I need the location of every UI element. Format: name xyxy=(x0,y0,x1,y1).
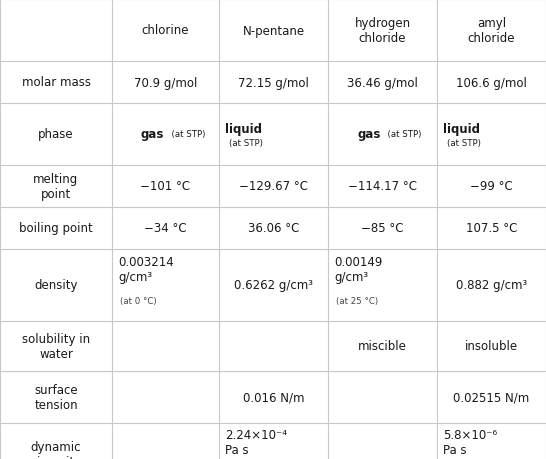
Text: 2.24×10⁻⁴
Pa s: 2.24×10⁻⁴ Pa s xyxy=(225,428,287,456)
Text: N-pentane: N-pentane xyxy=(242,24,305,38)
Text: 106.6 g/mol: 106.6 g/mol xyxy=(456,76,527,90)
Text: 0.882 g/cm³: 0.882 g/cm³ xyxy=(456,279,527,292)
Text: boiling point: boiling point xyxy=(19,222,93,235)
Text: 36.46 g/mol: 36.46 g/mol xyxy=(347,76,418,90)
Text: −101 °C: −101 °C xyxy=(140,180,191,193)
Text: (at STP): (at STP) xyxy=(383,130,422,139)
Text: 36.06 °C: 36.06 °C xyxy=(248,222,299,235)
Text: 72.15 g/mol: 72.15 g/mol xyxy=(238,76,309,90)
Text: 70.9 g/mol: 70.9 g/mol xyxy=(134,76,197,90)
Text: 0.6262 g/cm³: 0.6262 g/cm³ xyxy=(234,279,313,292)
Text: amyl
chloride: amyl chloride xyxy=(468,17,515,45)
Text: molar mass: molar mass xyxy=(21,76,91,90)
Text: −99 °C: −99 °C xyxy=(470,180,513,193)
Text: 5.8×10⁻⁶
Pa s: 5.8×10⁻⁶ Pa s xyxy=(443,428,497,456)
Text: (at STP): (at STP) xyxy=(165,130,205,139)
Text: (at 25 °C): (at 25 °C) xyxy=(336,297,378,306)
Text: chlorine: chlorine xyxy=(142,24,189,38)
Text: −34 °C: −34 °C xyxy=(144,222,187,235)
Text: density: density xyxy=(34,279,78,292)
Text: hydrogen
chloride: hydrogen chloride xyxy=(354,17,411,45)
Text: phase: phase xyxy=(38,128,74,141)
Text: miscible: miscible xyxy=(358,340,407,353)
Text: (at STP): (at STP) xyxy=(447,139,481,148)
Text: (at 0 °C): (at 0 °C) xyxy=(120,297,157,306)
Text: −129.67 °C: −129.67 °C xyxy=(239,180,308,193)
Text: 107.5 °C: 107.5 °C xyxy=(466,222,517,235)
Text: melting
point: melting point xyxy=(33,173,79,201)
Text: 0.02515 N/m: 0.02515 N/m xyxy=(453,391,530,403)
Text: surface
tension: surface tension xyxy=(34,383,78,411)
Text: −114.17 °C: −114.17 °C xyxy=(348,180,417,193)
Text: solubility in
water: solubility in water xyxy=(22,332,90,360)
Text: liquid: liquid xyxy=(225,123,262,136)
Text: 0.00149
g/cm³: 0.00149 g/cm³ xyxy=(334,256,382,284)
Text: dynamic
viscosity: dynamic viscosity xyxy=(31,440,81,459)
Text: insoluble: insoluble xyxy=(465,340,518,353)
Text: (at STP): (at STP) xyxy=(229,139,263,148)
Text: gas: gas xyxy=(140,128,163,141)
Text: 0.016 N/m: 0.016 N/m xyxy=(243,391,304,403)
Text: −85 °C: −85 °C xyxy=(361,222,403,235)
Text: gas: gas xyxy=(357,128,381,141)
Text: 0.003214
g/cm³: 0.003214 g/cm³ xyxy=(118,256,174,284)
Text: liquid: liquid xyxy=(443,123,480,136)
